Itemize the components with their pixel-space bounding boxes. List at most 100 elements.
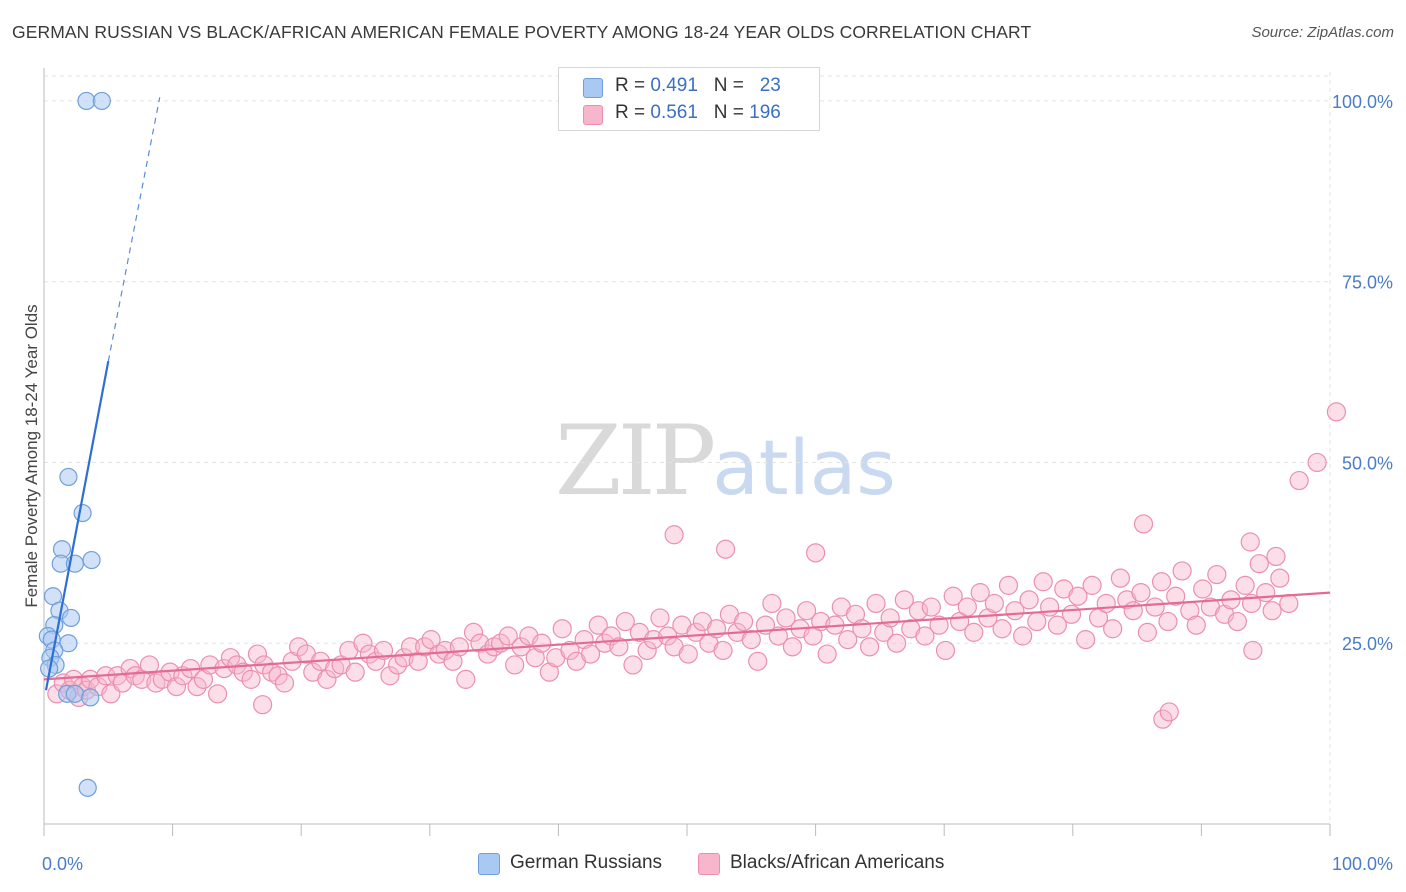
y-tick-label-100: 100.0%	[1332, 92, 1393, 112]
series-label-blacks: Blacks/African Americans	[730, 852, 945, 873]
pink-point-165	[1172, 561, 1192, 581]
pink-point-102	[733, 611, 754, 632]
blue-point-10	[61, 608, 81, 628]
pink-point-138	[984, 593, 1004, 614]
pink-point-152	[1082, 575, 1102, 595]
pink-point-193	[1279, 593, 1299, 614]
pink-point-84	[609, 637, 629, 657]
pink-point-161	[1145, 597, 1165, 617]
pink-point-178	[1262, 601, 1282, 621]
pink-point-160	[1137, 622, 1157, 642]
pink-point-103	[741, 630, 761, 650]
pink-point-162	[1151, 572, 1172, 592]
pink-point-149	[1061, 604, 1082, 624]
pink-point-63	[463, 622, 484, 642]
correlation-legend: R = 0.491 N = 23 R = 0.561 N = 196	[558, 67, 820, 131]
pink-point-180	[664, 525, 684, 545]
pink-point-119	[852, 619, 872, 639]
pink-point-128	[915, 626, 935, 646]
pink-point-188	[1326, 402, 1347, 422]
pink-point-35	[268, 666, 288, 686]
x-tick-label-start: 0.0%	[42, 854, 83, 874]
pink-point-107	[768, 626, 788, 646]
legend-text-blacks: R = 0.561 N = 196	[615, 102, 781, 124]
grid-lines	[44, 72, 1331, 824]
pink-point-150	[1068, 586, 1088, 606]
pink-point-142	[1013, 626, 1033, 646]
pink-point-167	[1186, 615, 1206, 635]
pink-point-124	[887, 633, 907, 653]
pink-point-68	[498, 626, 518, 646]
pink-point-192	[1243, 640, 1263, 661]
legend-swatch-blue	[583, 78, 603, 98]
pink-point-173	[1227, 611, 1248, 632]
pink-point-20	[166, 677, 187, 697]
pink-point-134	[957, 597, 977, 617]
watermark: ZIPatlas	[555, 405, 896, 517]
pink-point-14	[125, 666, 145, 686]
pink-point-176	[1249, 554, 1269, 574]
pink-point-51	[380, 666, 400, 686]
pink-point-16	[139, 655, 160, 675]
pink-point-168	[1193, 579, 1213, 599]
pink-point-59	[435, 640, 455, 661]
pink-point-23	[187, 677, 207, 697]
pink-point-99	[713, 640, 733, 661]
n-value-blacks: 196	[749, 102, 781, 123]
watermark-atlas: atlas	[712, 423, 896, 512]
pink-point-164	[1166, 586, 1186, 606]
pink-point-46	[345, 662, 365, 682]
pink-point-50	[373, 640, 394, 661]
pink-point-80	[580, 644, 601, 664]
pink-point-125	[894, 590, 914, 610]
pink-point-185	[1266, 546, 1286, 567]
pink-point-120	[860, 637, 880, 657]
pink-point-155	[1103, 619, 1123, 639]
pink-point-190	[1153, 709, 1173, 729]
pink-point-183	[1133, 514, 1154, 534]
pink-point-85	[615, 611, 635, 632]
r-value-blacks: 0.561	[650, 102, 698, 123]
pink-point-109	[782, 637, 803, 657]
pink-point-117	[838, 630, 858, 650]
source-credit: Source: ZipAtlas.com	[1251, 24, 1394, 41]
blue-point-3	[73, 503, 92, 523]
blue-trend-extension	[107, 97, 161, 362]
pink-point-191	[1159, 702, 1179, 722]
pink-point-62	[456, 669, 476, 689]
pink-point-17	[146, 673, 166, 693]
axes	[43, 68, 1331, 836]
series-swatch-blue	[478, 853, 500, 875]
pink-point-131	[935, 640, 956, 661]
r-label: R =	[615, 102, 646, 123]
pink-point-94	[678, 644, 698, 664]
pink-point-129	[921, 597, 941, 617]
pink-point-154	[1096, 593, 1116, 614]
n-label: N =	[713, 75, 744, 96]
watermark-zip: ZIP	[555, 405, 716, 517]
x-tick-label-end: 100.0%	[1332, 854, 1393, 874]
pink-point-170	[1207, 564, 1227, 585]
pink-point-145	[1033, 572, 1053, 592]
trend-lines	[43, 97, 1331, 691]
pink-point-140	[998, 575, 1019, 595]
pink-point-76	[552, 619, 572, 639]
chart-title: GERMAN RUSSIAN VS BLACK/AFRICAN AMERICAN…	[12, 22, 1032, 42]
pink-point-121	[866, 593, 886, 614]
pink-point-177	[1256, 583, 1276, 603]
pink-point-47	[353, 633, 373, 653]
blue-point-22	[78, 778, 97, 797]
pink-point-159	[1131, 583, 1151, 603]
y-tick-label-50: 50.0%	[1342, 453, 1393, 473]
pink-point-132	[943, 586, 963, 606]
pink-point-181	[715, 539, 736, 559]
pink-point-106	[762, 593, 782, 614]
pink-point-189	[253, 695, 273, 715]
pink-point-86	[623, 655, 643, 675]
pink-point-104	[748, 651, 768, 671]
pink-point-136	[970, 583, 990, 603]
series-label-german-russians: German Russians	[510, 852, 663, 873]
pink-point-38	[289, 637, 309, 657]
pink-point-88	[637, 640, 657, 661]
blue-point-20	[65, 684, 84, 703]
